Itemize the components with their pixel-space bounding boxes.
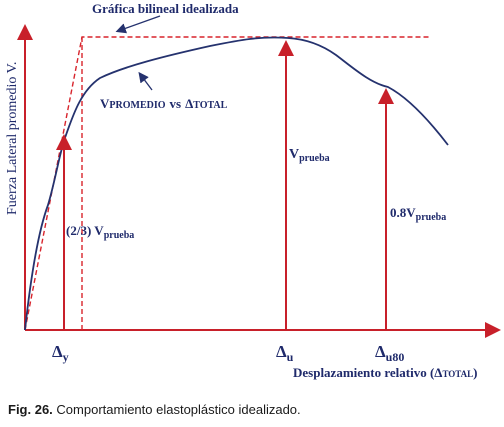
response-curve — [24, 36, 449, 331]
caption-label: Fig. 26. — [8, 402, 53, 417]
x-tick-delta-u: Δu — [276, 342, 294, 364]
figure-caption: Fig. 26. Comportamiento elastoplástico i… — [8, 402, 498, 417]
caption-text: Comportamiento elastoplástico idealizado… — [52, 402, 301, 417]
bilinear-title: Gráfica bilineal idealizada — [92, 1, 239, 16]
two-thirds-label: (2/3) Vprueba — [66, 223, 134, 241]
v-prueba-label: Vprueba — [289, 147, 330, 164]
x-axis-title: Desplazamiento relativo (ΔTOTAL) — [293, 365, 477, 380]
curve-label: VPROMEDIO vs ΔTOTAL — [100, 96, 228, 111]
x-tick-delta-y: Δy — [52, 342, 69, 364]
pointer-bilinear — [115, 15, 161, 34]
pointer-curve — [138, 71, 153, 91]
y-axis-title: Fuerza Lateral promedio V. — [5, 62, 20, 215]
x-tick-delta-u80: Δu80 — [375, 342, 404, 364]
bilinear-line — [24, 36, 430, 331]
zero-eight-label: 0.8Vprueba — [390, 205, 446, 223]
